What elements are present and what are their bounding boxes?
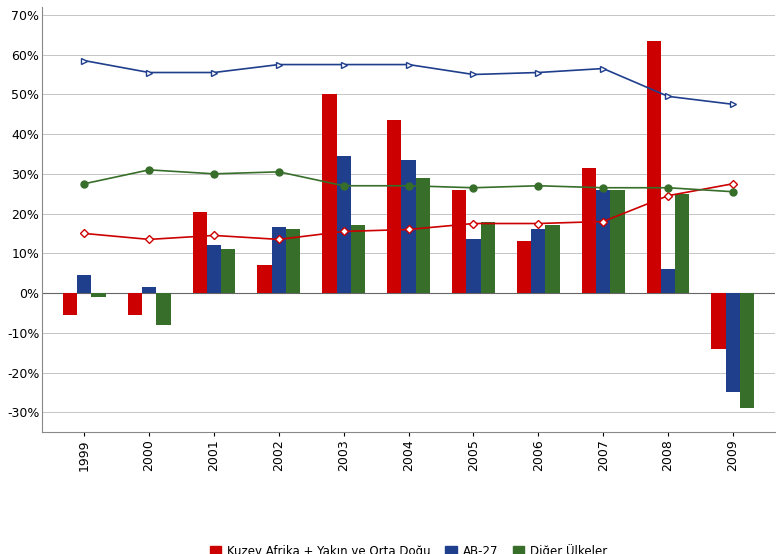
Bar (466, 239, 481, 293)
Bar (596, 189, 610, 293)
Bar (647, 41, 661, 293)
Bar (712, 293, 726, 348)
Bar (63, 293, 77, 315)
Bar (675, 194, 690, 293)
Bar (531, 229, 545, 293)
Bar (351, 225, 365, 293)
Bar (271, 228, 286, 293)
Bar (401, 160, 416, 293)
Bar (517, 242, 531, 293)
Bar (91, 293, 106, 297)
Bar (221, 249, 235, 293)
Bar (740, 293, 755, 408)
Bar (322, 94, 336, 293)
Bar (726, 293, 740, 392)
Bar (416, 178, 430, 293)
Bar (545, 225, 560, 293)
Bar (452, 189, 466, 293)
Bar (387, 120, 401, 293)
Bar (77, 275, 91, 293)
Bar (257, 265, 271, 293)
Bar (336, 156, 351, 293)
Bar (127, 293, 142, 315)
Bar (286, 229, 300, 293)
Bar (582, 168, 596, 293)
Bar (142, 287, 156, 293)
Bar (192, 212, 207, 293)
Legend: Kuzey Afrika + Yakın ve Orta Doğu, AB-27, Diğer Ülkeler: Kuzey Afrika + Yakın ve Orta Doğu, AB-27… (205, 539, 612, 554)
Bar (156, 293, 170, 325)
Bar (661, 269, 675, 293)
Bar (610, 189, 625, 293)
Bar (207, 245, 221, 293)
Bar (481, 222, 495, 293)
